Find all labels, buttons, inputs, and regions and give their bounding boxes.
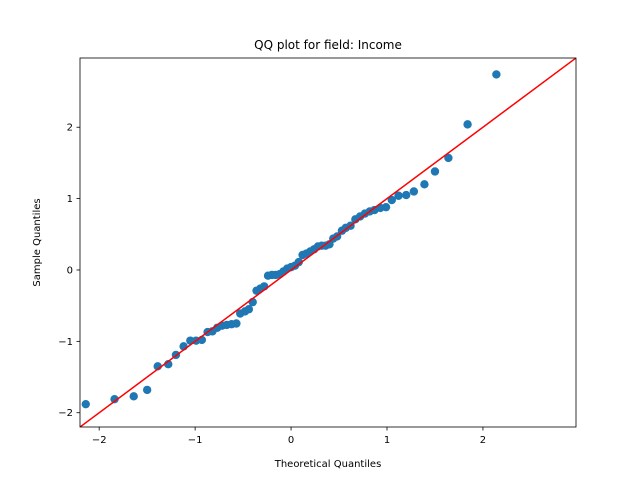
reference-line <box>80 58 576 427</box>
data-point <box>463 120 472 129</box>
data-point <box>430 167 440 176</box>
y-tick-label: −1 <box>58 337 73 348</box>
data-point <box>110 394 119 404</box>
data-point <box>387 195 396 205</box>
data-point <box>381 202 391 212</box>
x-tick-label: −2 <box>92 435 107 446</box>
x-tick-label: 1 <box>384 435 390 446</box>
data-point <box>232 319 241 328</box>
data-point <box>401 190 411 200</box>
data-point <box>81 399 90 409</box>
data-point <box>142 385 152 395</box>
data-point <box>409 187 419 196</box>
y-tick-label: 1 <box>67 194 73 205</box>
y-tick-label: −2 <box>58 408 73 419</box>
data-point <box>420 180 429 189</box>
plot-frame <box>79 57 577 428</box>
x-tick-label: −1 <box>188 435 203 446</box>
x-tick-label: 0 <box>288 435 294 446</box>
y-tick-label: 0 <box>67 265 73 276</box>
data-point <box>129 392 138 401</box>
data-point <box>294 257 303 267</box>
plot-area: −2 −1 0 1 2 −2 −1 0 1 2 <box>58 57 577 446</box>
data-point <box>244 305 254 314</box>
data-point <box>492 70 501 79</box>
data-point <box>444 153 453 163</box>
chart-title: QQ plot for field: Income <box>254 38 402 52</box>
y-tick-label: 2 <box>67 123 73 134</box>
y-axis-label: Sample Quantiles <box>32 198 43 286</box>
data-point <box>394 191 403 200</box>
x-tick-label: 2 <box>480 435 486 446</box>
x-axis-label: Theoretical Quantiles <box>274 459 382 470</box>
